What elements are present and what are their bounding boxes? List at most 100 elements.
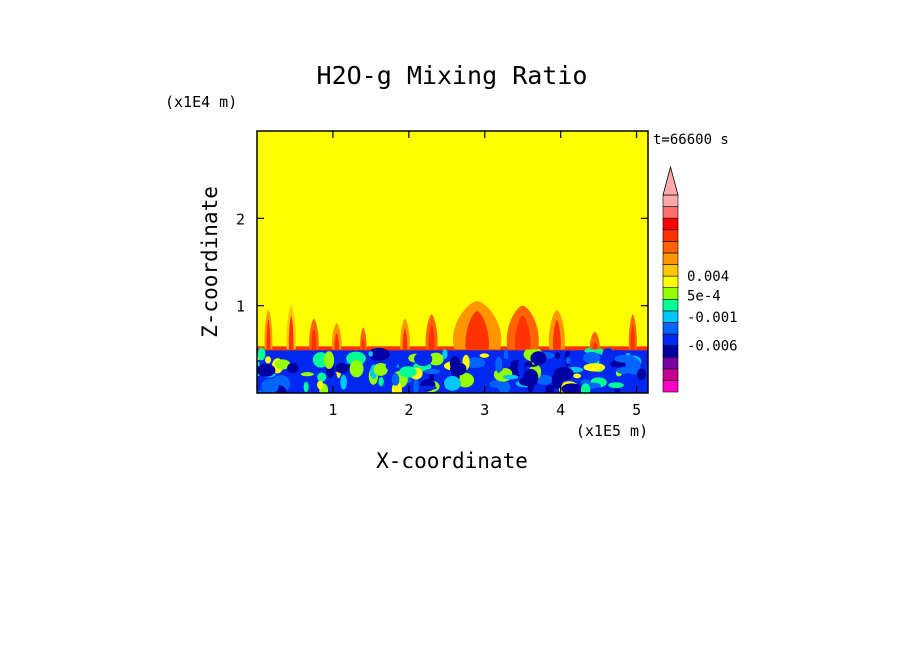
colorbar-label: 5e-4 (687, 288, 721, 304)
heatmap-cell (573, 373, 582, 379)
colorbar-swatch (662, 380, 679, 393)
colorbar-swatch (662, 345, 679, 358)
heatmap-cell (613, 388, 621, 393)
y-axis-unit: (x1E4 m) (165, 93, 237, 111)
heatmap-cell (479, 353, 490, 358)
colorbar-swatch (662, 333, 679, 346)
colorbar-label: 0.004 (687, 269, 729, 285)
plume-core-2 (288, 315, 294, 350)
plume-core-4 (334, 333, 340, 350)
heatmap-cell (580, 379, 591, 386)
colorbar-swatch (662, 206, 679, 219)
heatmap-cell (317, 372, 327, 382)
heatmap-cell (340, 374, 347, 390)
heatmap-cell (373, 362, 388, 376)
heatmap-cell (428, 352, 444, 366)
heatmap-cell (414, 351, 433, 367)
plume-core-1 (266, 320, 271, 350)
heatmap-cell (424, 368, 441, 375)
heatmap-cell (335, 363, 350, 374)
heatmap-cell (399, 366, 417, 378)
heatmap-cell (530, 351, 547, 365)
heatmap-cell (287, 362, 299, 374)
heatmap-cell (257, 347, 266, 361)
colorbar-swatch (662, 194, 679, 207)
heatmap-cell (608, 382, 624, 389)
y-axis: 12 (236, 210, 648, 316)
heatmap-cell (568, 350, 589, 364)
colorbar-swatch (662, 264, 679, 277)
heatmap-cell (583, 363, 606, 372)
colorbar-swatch (662, 368, 679, 381)
heatmap-cell (535, 374, 553, 385)
plot-area (257, 131, 648, 393)
plot-frame (256, 130, 649, 394)
plume-core-8 (465, 311, 489, 350)
heatmap-cell (456, 372, 475, 388)
plume-11 (590, 331, 600, 350)
heatmap-cell (417, 385, 437, 391)
heatmap-cell (495, 356, 503, 373)
colorbar-swatch (662, 356, 679, 370)
heatmap-cell (600, 386, 614, 391)
heatmap-cell (261, 378, 279, 393)
x-axis: 1 2 3 4 5 (328, 131, 641, 419)
colorbar-label: -0.006 (687, 339, 738, 355)
heatmap-cell (583, 351, 601, 364)
colorbar-swatch (662, 241, 679, 254)
y-tick-label: 2 (236, 210, 245, 228)
heatmap-cell (561, 383, 582, 393)
heatmap-cell (489, 380, 505, 388)
colorbar-swatch (662, 252, 679, 265)
colorbar-swatch (662, 298, 679, 312)
x-axis-unit: (x1E5 m) (576, 422, 648, 440)
heatmap-cell (346, 351, 366, 366)
heatmap-cell (367, 347, 390, 361)
x-tick-label: 4 (556, 401, 565, 419)
heatmap-cell (450, 362, 467, 376)
colorbar-extend-arrow (662, 165, 679, 196)
heatmap-cell (580, 383, 591, 393)
time-label: t=66600 s (653, 132, 729, 148)
x-tick-label: 3 (480, 401, 489, 419)
heatmap-cell (265, 356, 272, 364)
heatmap-cell (385, 360, 398, 371)
plume-core-3 (311, 328, 317, 350)
heatmap-cell (464, 357, 486, 369)
colorbar: -0.006 -0.001 5e-4 0.004 (662, 165, 738, 393)
plume-core-10 (552, 320, 561, 350)
heatmap-cell (502, 374, 519, 380)
colorbar-swatch (662, 229, 679, 242)
heatmap-cell (518, 377, 536, 387)
colorbar-label: -0.001 (687, 310, 738, 326)
plume-core-7 (428, 324, 435, 350)
x-tick-label: 5 (632, 401, 641, 419)
plume-core-12 (630, 324, 635, 350)
heatmap-cell (545, 384, 555, 393)
plume-core-9 (514, 315, 531, 350)
colorbar-swatch (662, 287, 679, 300)
chart-title: H2O-g Mixing Ratio (317, 61, 588, 90)
colorbar-swatch (662, 217, 679, 231)
heatmap-cell (444, 375, 461, 391)
heatmap-layer-edge (257, 346, 648, 351)
y-axis-title: Z-coordinate (198, 186, 222, 338)
plume-core-11 (592, 341, 598, 350)
heatmap-cell (442, 349, 448, 359)
heatmap-cell (554, 366, 574, 381)
heatmap-cell (517, 359, 525, 377)
y-tick-label: 1 (236, 298, 245, 316)
x-tick-label: 2 (404, 401, 413, 419)
heatmap-cell (601, 348, 615, 364)
plume-core-6 (402, 328, 408, 350)
heatmap-cell (274, 359, 291, 370)
heatmap-cell (324, 351, 335, 370)
heatmap-cell (616, 367, 632, 374)
heatmap-cell (300, 372, 314, 377)
plume-core-5 (361, 337, 365, 350)
x-tick-label: 1 (328, 401, 337, 419)
x-axis-title: X-coordinate (376, 449, 528, 473)
heatmap-cell (257, 363, 276, 377)
colorbar-swatch (662, 310, 679, 323)
